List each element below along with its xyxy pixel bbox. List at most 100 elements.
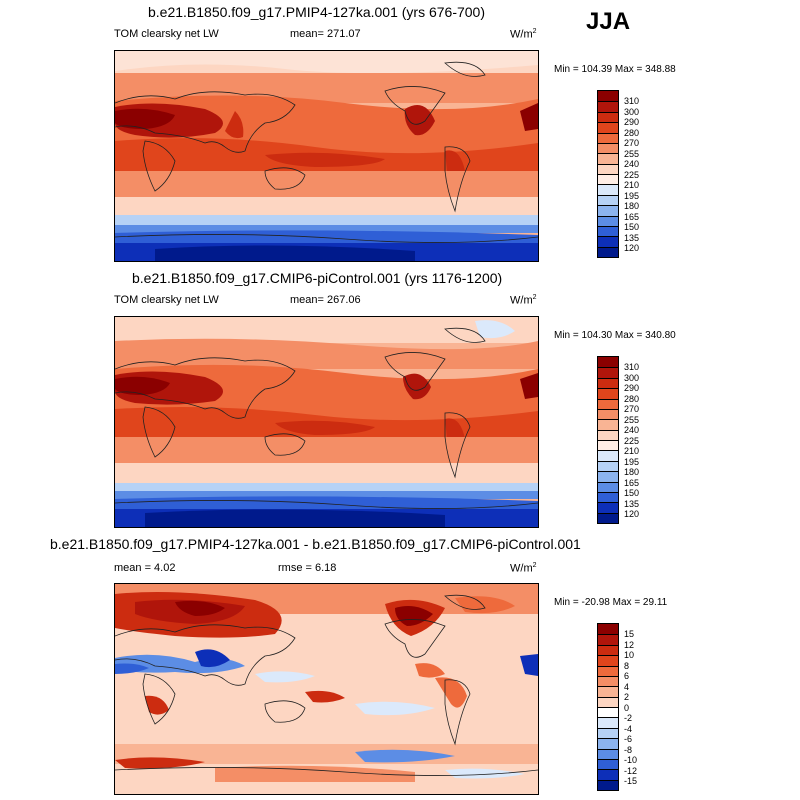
colorbar-label: 310	[624, 362, 640, 372]
colorbar-label: -12	[624, 765, 638, 776]
colorbar-label: 240	[624, 159, 640, 169]
colorbar-label: 10	[624, 650, 635, 660]
colorbar-label: -2	[624, 713, 633, 723]
colorbar-swatch	[598, 440, 618, 451]
colorbar-swatch	[598, 460, 618, 472]
colorbar-swatch	[598, 675, 618, 687]
colorbar-label: 255	[624, 148, 640, 159]
panel-2-variable-label: TOM clearsky net LW	[114, 294, 219, 306]
colorbar-label: -6	[624, 734, 633, 744]
colorbar-label: 165	[624, 477, 640, 488]
colorbar-label: 180	[624, 201, 640, 211]
colorbar-swatch	[598, 644, 618, 656]
colorbar-swatch	[598, 758, 618, 770]
colorbar-label: 300	[624, 106, 640, 117]
colorbar-swatch	[598, 748, 618, 759]
colorbar-label: 120	[624, 509, 640, 519]
panel-1-mean: mean= 271.07	[290, 28, 361, 40]
colorbar-label: -4	[624, 723, 633, 734]
colorbar-swatch	[598, 215, 618, 226]
colorbar-swatch	[598, 727, 618, 739]
panel-2-minmax: Min = 104.30 Max = 340.80	[554, 330, 676, 341]
colorbar-swatch	[598, 707, 618, 718]
colorbar-label: 210	[624, 446, 640, 456]
panel-1-minmax: Min = 104.39 Max = 348.88	[554, 64, 676, 75]
panel-1-map	[114, 50, 539, 262]
colorbar-label: 290	[624, 117, 640, 127]
colorbar-label: 300	[624, 372, 640, 383]
colorbar-swatch	[598, 388, 618, 399]
colorbar-label: 2	[624, 692, 630, 702]
panel-2-map	[114, 316, 539, 528]
colorbar-swatch	[598, 471, 618, 482]
colorbar-label: 150	[624, 488, 640, 498]
colorbar-label: 165	[624, 211, 640, 222]
panel-3-map	[114, 583, 539, 795]
colorbar-swatch	[598, 419, 618, 430]
colorbar-swatch	[598, 696, 618, 707]
colorbar-label: 4	[624, 681, 630, 692]
colorbar-label: 280	[624, 393, 640, 404]
colorbar-swatch	[598, 512, 618, 523]
panel-1-units: W/m2	[510, 28, 537, 41]
panel-2-colorbar	[597, 356, 619, 524]
colorbar-label: 150	[624, 222, 640, 232]
colorbar-label: 15	[624, 629, 635, 639]
colorbar-swatch	[598, 111, 618, 123]
colorbar-swatch	[598, 163, 618, 174]
panel-1-title: b.e21.B1850.f09_g17.PMIP4-127ka.001 (yrs…	[148, 4, 486, 20]
panel-2-mean: mean= 267.06	[290, 294, 361, 306]
colorbar-label: 210	[624, 180, 640, 190]
colorbar-label: 255	[624, 414, 640, 425]
colorbar-swatch	[598, 779, 618, 790]
colorbar-swatch	[598, 738, 618, 749]
colorbar-label: 6	[624, 671, 630, 681]
colorbar-swatch	[598, 665, 618, 676]
colorbar-label: -10	[624, 755, 638, 765]
colorbar-label: 195	[624, 190, 640, 201]
colorbar-label: -15	[624, 776, 638, 786]
colorbar-label: 225	[624, 169, 640, 180]
panel-3-mean: mean = 4.02	[114, 562, 176, 574]
panel-2-map-plot	[115, 317, 538, 527]
colorbar-swatch	[598, 686, 618, 697]
panel-1-map-plot	[115, 51, 538, 261]
colorbar-swatch	[598, 357, 618, 368]
panel-2-title: b.e21.B1850.f09_g17.CMIP6-piControl.001 …	[132, 270, 503, 286]
panel-1-variable-label: TOM clearsky net LW	[114, 28, 219, 40]
colorbar-label: 290	[624, 383, 640, 393]
colorbar-label: 310	[624, 96, 640, 106]
colorbar-swatch	[598, 481, 618, 492]
colorbar-label: 195	[624, 456, 640, 467]
colorbar-label: 270	[624, 138, 640, 148]
colorbar-swatch	[598, 491, 618, 503]
colorbar-swatch	[598, 194, 618, 206]
colorbar-swatch	[598, 142, 618, 154]
panel-1-colorbar	[597, 90, 619, 258]
colorbar-swatch	[598, 398, 618, 409]
colorbar-swatch	[598, 408, 618, 420]
colorbar-swatch	[598, 377, 618, 389]
colorbar-swatch	[598, 717, 618, 728]
colorbar-swatch	[598, 153, 618, 164]
colorbar-swatch	[598, 450, 618, 461]
colorbar-swatch	[598, 246, 618, 257]
colorbar-label: 225	[624, 435, 640, 446]
season-label: JJA	[586, 8, 631, 35]
colorbar-label: 120	[624, 243, 640, 253]
colorbar-label: 280	[624, 127, 640, 138]
colorbar-label: 8	[624, 660, 630, 671]
colorbar-label: -8	[624, 744, 633, 755]
colorbar-swatch	[598, 502, 618, 513]
colorbar-swatch	[598, 769, 618, 780]
colorbar-label: 135	[624, 232, 640, 243]
panel-3-map-plot	[115, 584, 538, 794]
panel-3-minmax: Min = -20.98 Max = 29.11	[554, 597, 668, 608]
panel-3-title: b.e21.B1850.f09_g17.PMIP4-127ka.001 - b.…	[50, 536, 581, 552]
colorbar-swatch	[598, 236, 618, 247]
colorbar-swatch	[598, 91, 618, 102]
panel-3-colorbar	[597, 623, 619, 791]
colorbar-swatch	[598, 655, 618, 666]
colorbar-swatch	[598, 205, 618, 216]
